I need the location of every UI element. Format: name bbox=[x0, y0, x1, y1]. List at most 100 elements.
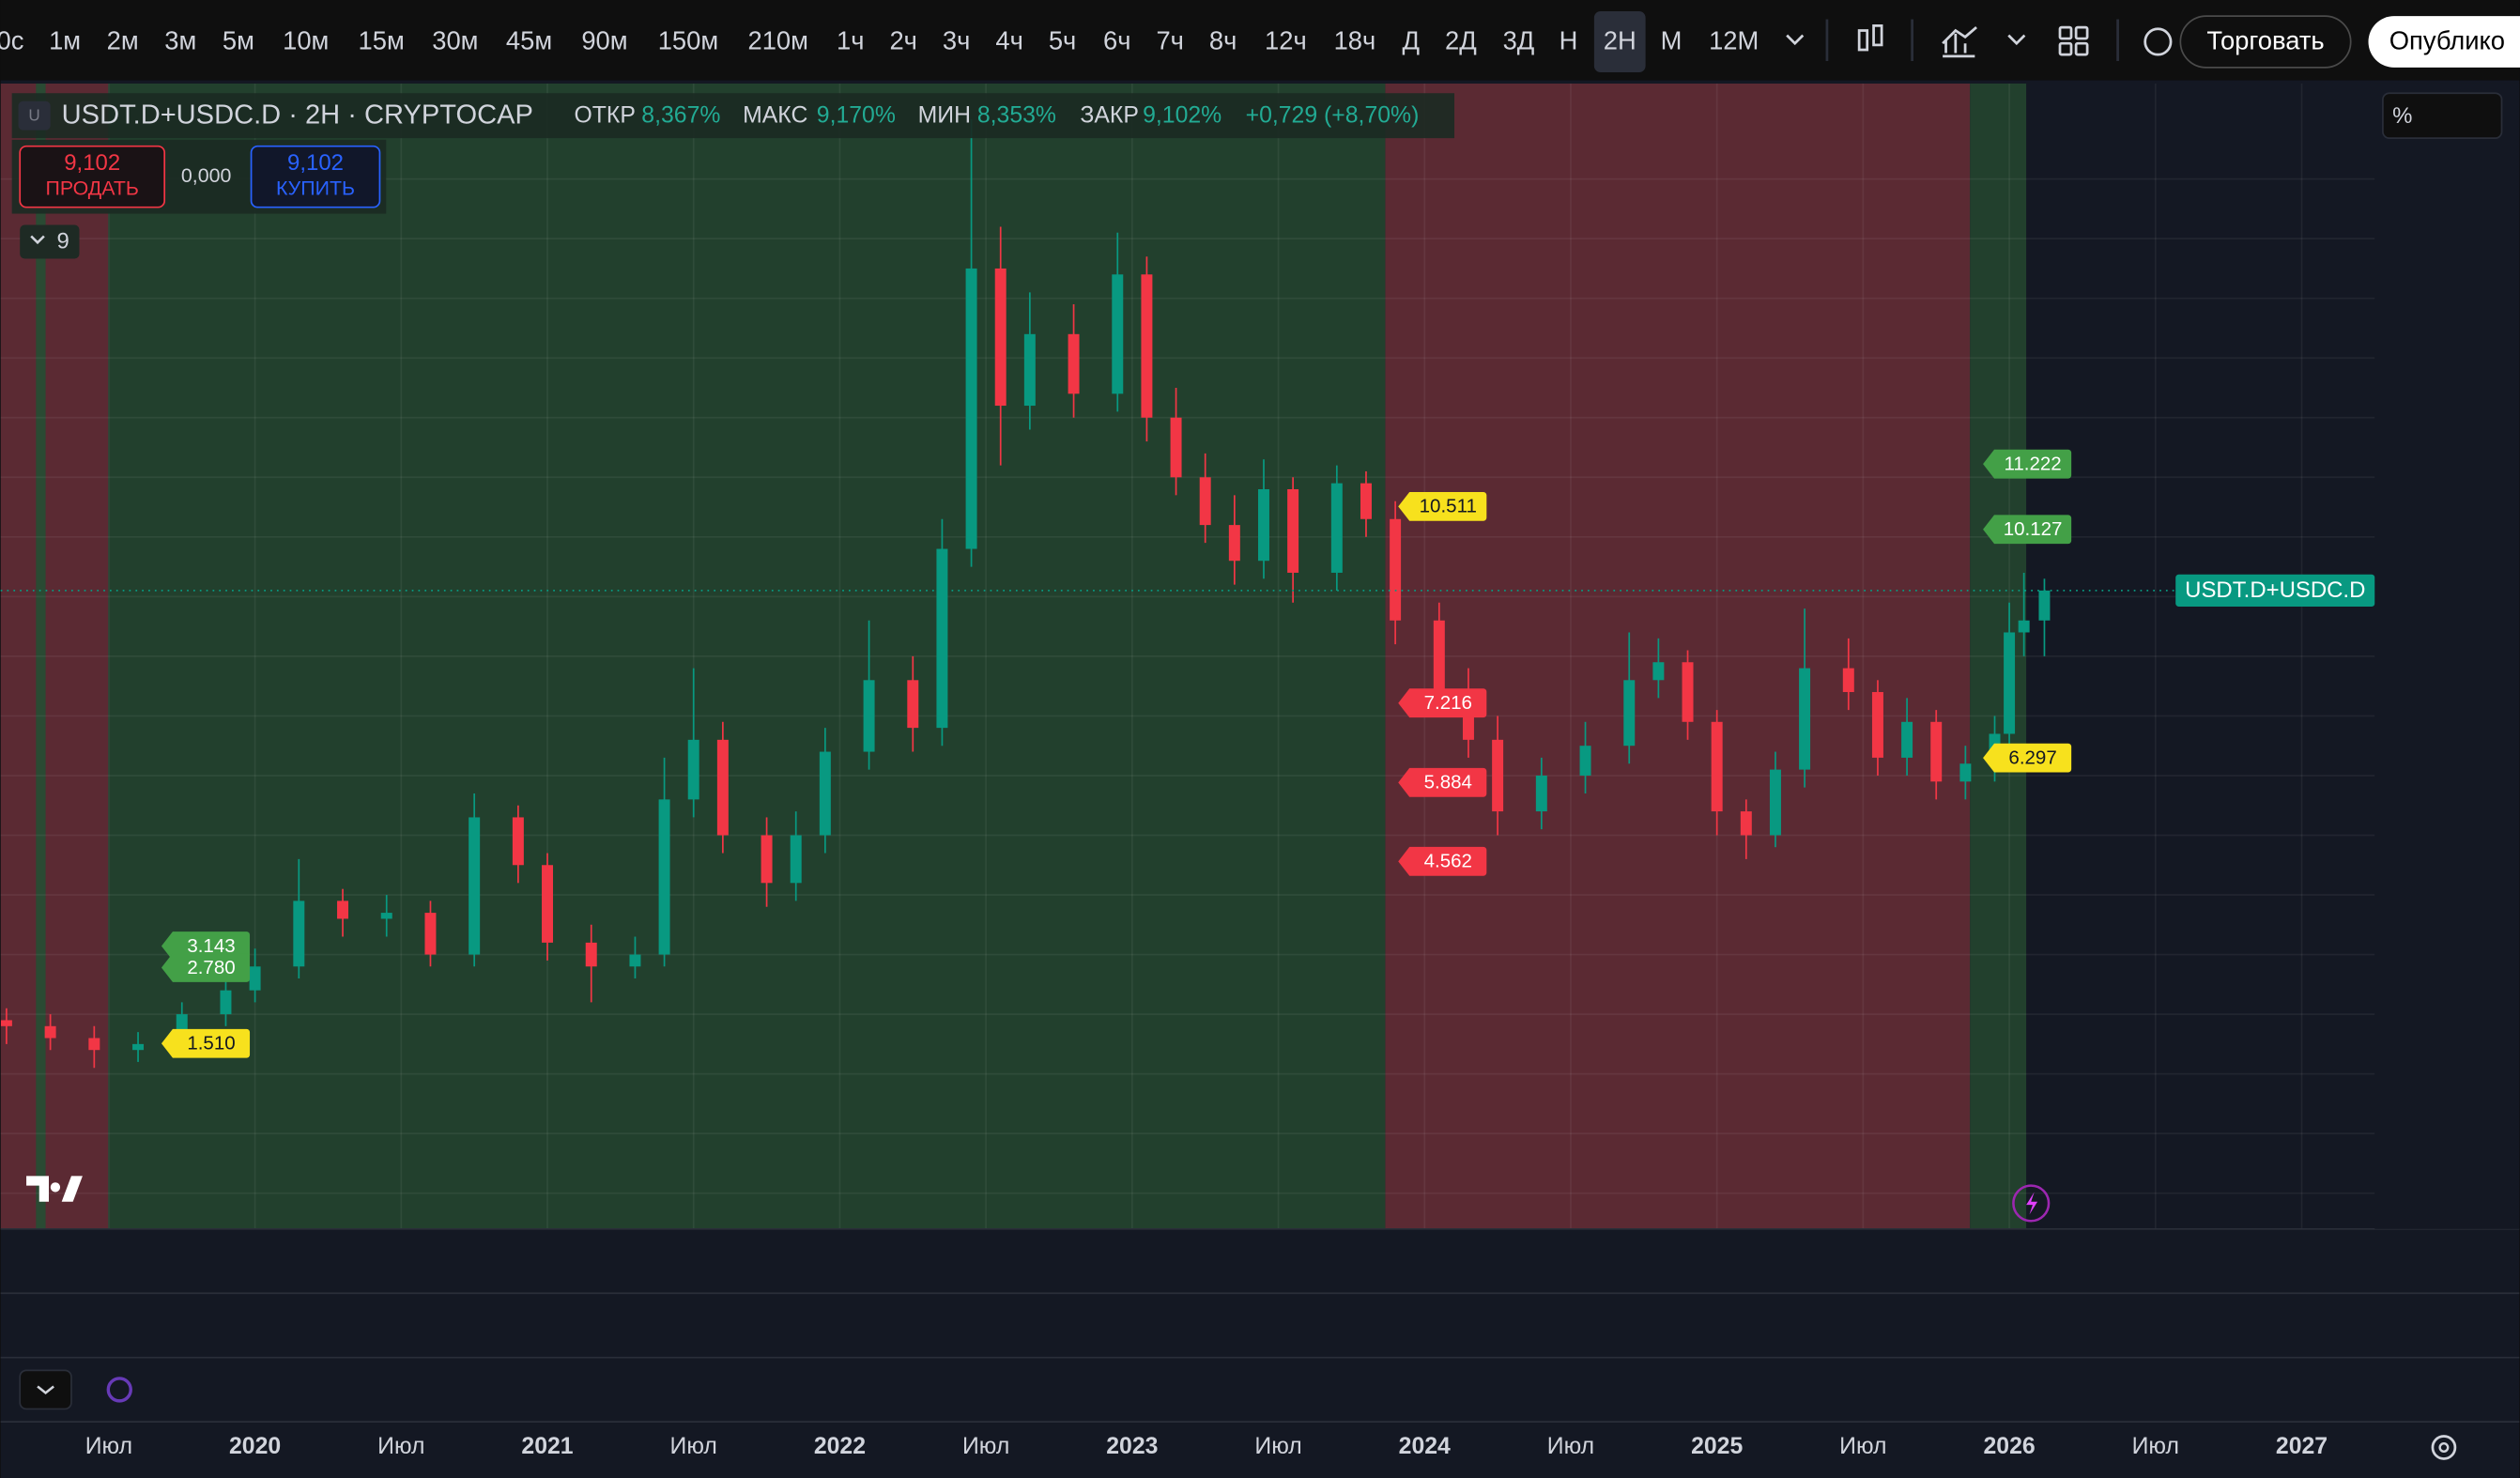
candle-body bbox=[249, 966, 261, 991]
price-tag-name: USDT.D+USDC.D bbox=[2185, 577, 2365, 603]
sell-button[interactable] bbox=[19, 145, 166, 208]
sell-label[interactable]: ПРОДАТЬ bbox=[45, 177, 138, 200]
interval-button[interactable]: 3м bbox=[164, 26, 196, 55]
settings-icon[interactable] bbox=[2431, 1435, 2457, 1460]
level-label: 11.222 bbox=[2004, 453, 2061, 474]
x-tick-label: 2020 bbox=[229, 1434, 281, 1459]
interval-button[interactable]: 12М bbox=[1709, 26, 1759, 55]
interval-button[interactable]: 1м bbox=[49, 26, 81, 55]
collapse-button[interactable] bbox=[19, 1369, 72, 1410]
candle-body bbox=[1287, 488, 1299, 573]
sync-icon[interactable] bbox=[106, 1377, 132, 1403]
scale-mode-field[interactable] bbox=[2382, 92, 2503, 139]
interval-button[interactable]: 6ч bbox=[1103, 26, 1130, 55]
interval-button[interactable]: 8ч bbox=[1209, 26, 1237, 55]
interval-button[interactable]: 90м bbox=[581, 26, 627, 55]
replay-icon bbox=[2144, 27, 2173, 56]
indicators-count[interactable]: 9 bbox=[57, 229, 69, 254]
candle-body bbox=[1492, 739, 1504, 812]
trade-button-label[interactable]: Торговать bbox=[2206, 26, 2324, 55]
level-label-box bbox=[1398, 688, 1487, 718]
interval-button[interactable]: 18ч bbox=[1334, 26, 1376, 55]
candle-body bbox=[337, 901, 349, 919]
trade-button[interactable] bbox=[2179, 15, 2352, 69]
settings-icon-center bbox=[2438, 1442, 2450, 1453]
interval-button[interactable]: 150м bbox=[658, 26, 718, 55]
price-axis bbox=[2374, 83, 2520, 1229]
candle-body bbox=[2018, 620, 2030, 633]
layout-icon bbox=[2058, 25, 2073, 40]
buy-price[interactable]: 9,102 bbox=[287, 150, 344, 176]
sell-price[interactable]: 9,102 bbox=[64, 150, 120, 176]
interval-button[interactable]: 12ч bbox=[1265, 26, 1307, 55]
interval-button[interactable]: 5м bbox=[223, 26, 254, 55]
interval-button[interactable]: 5ч bbox=[1049, 26, 1076, 55]
dropdown-icon bbox=[2007, 34, 2026, 46]
interval-button[interactable]: 7ч bbox=[1156, 26, 1183, 55]
legend-open-label: ОТКР bbox=[574, 103, 635, 129]
toolbar bbox=[0, 0, 2520, 81]
buy-label[interactable]: КУПИТЬ bbox=[276, 177, 355, 200]
candle-body bbox=[1112, 274, 1124, 394]
candle-body bbox=[88, 1038, 100, 1051]
alert-icon[interactable] bbox=[2012, 1184, 2051, 1223]
candle-body bbox=[1170, 417, 1182, 478]
interval-button[interactable]: 2м bbox=[107, 26, 139, 55]
level-label: 7.216 bbox=[1424, 692, 1472, 714]
buy-button[interactable] bbox=[250, 145, 381, 208]
zone-green bbox=[36, 83, 46, 1229]
level-label-box bbox=[161, 1028, 251, 1058]
interval-button[interactable]: 30м bbox=[432, 26, 478, 55]
candle-body bbox=[585, 942, 597, 967]
interval-button[interactable]: 2Д bbox=[1445, 26, 1477, 55]
interval-button[interactable]: Н bbox=[1560, 26, 1578, 55]
indicators-toggle[interactable] bbox=[20, 224, 80, 259]
level-label: 10.127 bbox=[2004, 518, 2063, 540]
toolbar-icons bbox=[1786, 19, 2173, 62]
interval-button[interactable]: 15м bbox=[359, 26, 405, 55]
candle-body bbox=[1871, 692, 1883, 758]
interval-button[interactable]: 1ч bbox=[837, 26, 864, 55]
layout-icon bbox=[2074, 25, 2089, 40]
level-label-box bbox=[1398, 491, 1487, 521]
level-label: 10.511 bbox=[1420, 496, 1477, 517]
candle-body bbox=[44, 1025, 56, 1039]
interval-button[interactable]: 2Н bbox=[1604, 26, 1636, 55]
candle-body bbox=[819, 751, 831, 836]
interval-button[interactable]: 10м bbox=[283, 26, 329, 55]
interval-button[interactable]: 2ч bbox=[889, 26, 916, 55]
candle-body bbox=[1199, 477, 1211, 526]
candle-body bbox=[1390, 518, 1402, 621]
level-label: 1.510 bbox=[187, 1033, 235, 1055]
x-tick-label: Июл bbox=[1254, 1434, 1301, 1459]
scale-mode[interactable]: % bbox=[2392, 103, 2412, 129]
interval-button[interactable]: 3Д bbox=[1503, 26, 1535, 55]
x-tick-label: 2022 bbox=[814, 1434, 866, 1459]
level-label-box bbox=[1983, 743, 2072, 773]
publish-button-label[interactable]: Опублико bbox=[2389, 26, 2505, 55]
zone-red bbox=[1385, 83, 1971, 1229]
x-tick-label: Июл bbox=[670, 1434, 717, 1459]
chevron-icon bbox=[37, 1385, 54, 1394]
legend-close: 9,102% bbox=[1143, 103, 1222, 129]
interval-active[interactable] bbox=[1593, 10, 1646, 72]
candles-icon bbox=[1857, 29, 1869, 52]
interval-button[interactable]: 210м bbox=[748, 26, 808, 55]
interval-button[interactable]: М bbox=[1661, 26, 1683, 55]
level-label-box bbox=[161, 953, 251, 982]
candle-body bbox=[1023, 333, 1036, 407]
tradingview-logo bbox=[26, 1176, 83, 1202]
interval-button[interactable]: Д bbox=[1403, 26, 1421, 55]
x-tick-label: 2026 bbox=[1983, 1434, 2035, 1459]
interval-button[interactable]: 0с bbox=[0, 26, 23, 55]
interval-button[interactable]: 4ч bbox=[995, 26, 1022, 55]
candle-body bbox=[293, 901, 305, 967]
publish-button[interactable] bbox=[2368, 16, 2520, 68]
interval-button[interactable]: 3ч bbox=[943, 26, 970, 55]
layout-icon bbox=[2074, 41, 2089, 56]
chevron-icon bbox=[30, 235, 45, 245]
interval-button[interactable]: 45м bbox=[506, 26, 552, 55]
candle-body bbox=[658, 799, 670, 955]
candle-body bbox=[1652, 662, 1665, 681]
